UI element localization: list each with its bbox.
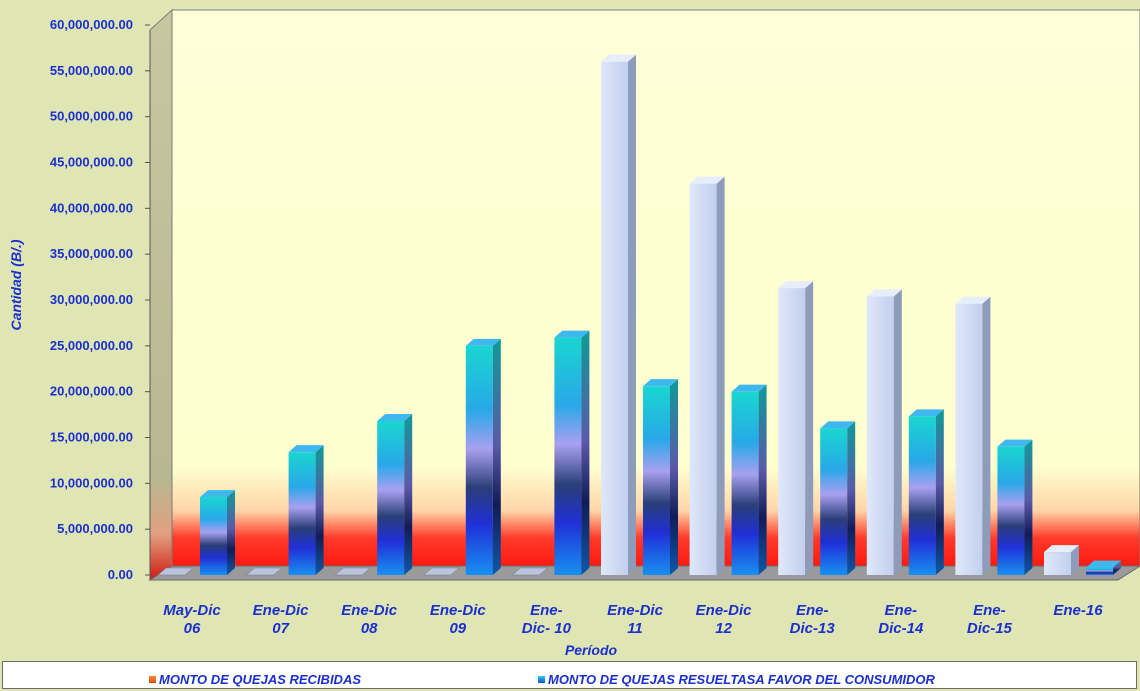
y-tick-label: 30,000,000.00 (50, 292, 133, 307)
bar-received (157, 567, 194, 576)
bar-received (955, 296, 991, 575)
x-tick-label: Ene-Dic 09 (430, 602, 487, 637)
legend-label-resolved: MONTO DE QUEJAS RESUELTASA FAVOR DEL CON… (548, 672, 935, 687)
bar-resolved (997, 439, 1033, 575)
bar-received (245, 567, 283, 576)
bar-received (689, 176, 725, 576)
y-tick-label: 20,000,000.00 (50, 384, 133, 399)
bar-resolved (288, 445, 324, 575)
x-axis-title: Período (565, 642, 618, 658)
y-tick-label: 35,000,000.00 (50, 246, 133, 261)
plot-left-wall (149, 8, 173, 581)
bar-resolved (377, 414, 413, 575)
bar-resolved (554, 330, 590, 575)
y-tick-label: 40,000,000.00 (50, 200, 133, 215)
bar-received (334, 567, 371, 576)
y-tick-label: 60,000,000.00 (50, 17, 133, 32)
y-tick-label: 15,000,000.00 (50, 430, 133, 445)
x-axis: May-Dic 06 Ene-Dic 07 Ene-Dic 08 Ene-Dic 09 Ene-… (163, 602, 1103, 637)
y-tick-label: 10,000,000.00 (50, 475, 133, 490)
y-tick-label: 45,000,000.00 (50, 155, 133, 170)
bar-received (1044, 545, 1079, 575)
y-axis-title: Cantidad (B/.) (8, 239, 24, 330)
bar-received (866, 289, 902, 575)
bar-resolved (643, 379, 678, 575)
bar-resolved (731, 384, 767, 575)
y-tick-label: 25,000,000.00 (50, 338, 133, 353)
x-tick-label: Ene-Dic-14 (878, 602, 924, 637)
y-tick-label: 50,000,000.00 (50, 109, 133, 124)
legend-swatch-received (149, 676, 156, 683)
bars-group (157, 54, 1121, 576)
bar-received (601, 54, 636, 575)
bar-received (423, 567, 460, 576)
x-tick-label: Ene-Dic-13 (790, 602, 836, 637)
x-tick-label: Ene-Dic 07 (253, 602, 310, 637)
bar-resolved (465, 338, 501, 575)
legend: MONTO DE QUEJAS RECIBIDAS MONTO DE QUEJA… (2, 661, 1137, 689)
x-tick-label: Ene-Dic 12 (696, 602, 753, 637)
legend-item-resolved: MONTO DE QUEJAS RESUELTASA FAVOR DEL CON… (538, 672, 935, 687)
bar-resolved (200, 490, 235, 575)
legend-label-received: MONTO DE QUEJAS RECIBIDAS (159, 672, 362, 687)
legend-item-received: MONTO DE QUEJAS RECIBIDAS (149, 672, 361, 687)
y-tick-label: 5,000,000.00 (57, 521, 133, 536)
bar-received (778, 281, 814, 575)
x-tick-label: Ene-16 (1053, 602, 1103, 619)
y-axis: 0.00 5,000,000.00 10,000,000.00 15,000,000.… (50, 17, 151, 582)
legend-swatch-resolved (538, 676, 545, 683)
bar-resolved (1086, 560, 1121, 575)
x-tick-label: Ene-Dic 11 (607, 602, 664, 637)
x-tick-label: May-Dic 06 (163, 602, 221, 637)
y-tick-label: 55,000,000.00 (50, 63, 133, 78)
bar-resolved (820, 421, 856, 575)
y-tick-label: 0.00 (108, 567, 133, 582)
bar-received (511, 567, 549, 576)
x-tick-label: Ene-Dic 08 (341, 602, 398, 637)
x-tick-label: Ene-Dic-15 (967, 602, 1013, 637)
bar-resolved (908, 409, 944, 575)
x-tick-label: Ene-Dic- 10 (522, 602, 572, 637)
